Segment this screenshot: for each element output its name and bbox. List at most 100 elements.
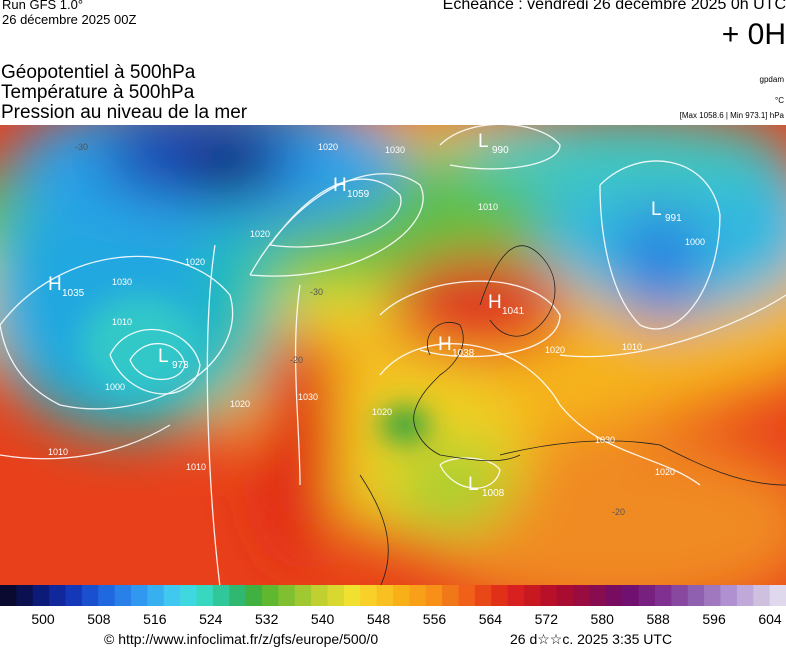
center-letter: H xyxy=(333,175,347,196)
colorbar-label: 540 xyxy=(311,611,335,625)
colorbar-swatch xyxy=(474,585,492,606)
colorbar-swatch xyxy=(769,585,786,606)
center-letter: H xyxy=(438,334,452,355)
colorbar-swatch xyxy=(655,585,672,606)
isobar-label: 1020 xyxy=(318,142,338,152)
isobar-label: 1030 xyxy=(385,145,405,155)
source-url[interactable]: © http://www.infoclimat.fr/z/gfs/europe/… xyxy=(104,631,379,647)
colorbar-label: 564 xyxy=(479,611,503,625)
colorbar-swatch xyxy=(49,585,66,606)
center-value: 1041 xyxy=(502,306,525,317)
center-value: 991 xyxy=(665,213,682,224)
title-line: Température à 500hPa xyxy=(1,82,195,103)
colorbar-swatch xyxy=(311,585,328,606)
echeance: Echéance : vendredi 26 décembre 2025 0h … xyxy=(442,0,786,13)
colorbar-label: 596 xyxy=(702,611,726,625)
title-line: Géopotentiel à 500hPa xyxy=(1,62,196,83)
isobar-label: 1010 xyxy=(112,317,132,327)
colorbar: 500 508 516 524 532 540 548 556 564 572 580 588 596 6… xyxy=(0,585,786,625)
run: Run GFS 1.0° xyxy=(2,0,84,12)
generated: 26 d☆☆c. 2025 3:35 UTC xyxy=(510,631,673,647)
colorbar-swatch xyxy=(131,585,148,606)
range: [Max 1058.6 | Min 973.1] hPa xyxy=(679,111,784,120)
isobar-label: 1020 xyxy=(185,257,205,267)
center-letter: L xyxy=(478,131,489,152)
colorbar-swatch xyxy=(753,585,771,606)
colorbar-label: 604 xyxy=(758,611,782,625)
isobar-label: 1020 xyxy=(230,399,250,409)
colorbar-label: 524 xyxy=(199,611,223,625)
colorbar-label: 500 xyxy=(31,611,55,625)
center-value: 973 xyxy=(172,360,189,371)
colorbar-swatch xyxy=(147,585,165,606)
isobar-label: -20 xyxy=(290,355,303,365)
isobar-label: 1010 xyxy=(478,202,498,212)
colorbar-swatch xyxy=(393,585,410,606)
isobar-label: -30 xyxy=(75,142,88,152)
colorbar-swatch xyxy=(540,585,558,606)
center-letter: H xyxy=(488,292,502,313)
colorbar-swatch xyxy=(524,585,541,606)
unit: °C xyxy=(775,96,784,105)
colorbar-swatch xyxy=(343,585,361,606)
colorbar-swatch xyxy=(98,585,116,606)
center-letter: L xyxy=(158,346,169,367)
colorbar-swatch xyxy=(163,585,181,606)
colorbar-swatch xyxy=(671,585,689,606)
colorbar-swatch xyxy=(180,585,197,606)
colorbar-swatch xyxy=(507,585,525,606)
center-value: 1038 xyxy=(452,348,475,359)
colorbar-swatch xyxy=(229,585,247,606)
colorbar-label: 580 xyxy=(591,611,615,625)
colorbar-swatch xyxy=(573,585,590,606)
colorbar-label: 572 xyxy=(535,611,559,625)
run-date: 26 décembre 2025 00Z xyxy=(2,12,137,27)
colorbar-swatch xyxy=(736,585,754,606)
colorbar-label: 588 xyxy=(646,611,670,625)
isobar-label: 1020 xyxy=(250,229,270,239)
colorbar-swatch xyxy=(622,585,640,606)
colorbar-swatch xyxy=(687,585,705,606)
colorbar-label: 516 xyxy=(143,611,167,625)
colorbar-swatch xyxy=(262,585,279,606)
center-letter: L xyxy=(468,474,479,495)
isobar-label: 1010 xyxy=(622,342,642,352)
colorbar-swatch xyxy=(278,585,296,606)
offset: + 0H xyxy=(721,18,786,51)
isobar-label: 1010 xyxy=(48,447,68,457)
isobar-label: 1000 xyxy=(105,382,125,392)
colorbar-swatch xyxy=(458,585,476,606)
colorbar-swatch xyxy=(245,585,263,606)
colorbar-swatch xyxy=(81,585,99,606)
colorbar-swatch xyxy=(442,585,459,606)
colorbar-label: 556 xyxy=(423,611,447,625)
isobar-label: -20 xyxy=(612,507,625,517)
colorbar-swatch xyxy=(196,585,214,606)
colorbar-swatch xyxy=(605,585,623,606)
colorbar-swatch xyxy=(376,585,394,606)
colorbar-label: 508 xyxy=(87,611,111,625)
colorbar-swatch xyxy=(114,585,132,606)
colorbar-label: 532 xyxy=(255,611,279,625)
unit: gpdam xyxy=(759,75,784,84)
colorbar-swatch xyxy=(360,585,378,606)
isobar-label: 1000 xyxy=(685,237,705,247)
colorbar-swatch xyxy=(704,585,721,606)
colorbar-swatch xyxy=(32,585,50,606)
isobar-label: 1020 xyxy=(545,345,565,355)
colorbar-swatch xyxy=(491,585,509,606)
colorbar-swatch xyxy=(294,585,312,606)
center-value: 990 xyxy=(492,145,509,156)
isobar-label: 1030 xyxy=(298,392,318,402)
colorbar-swatch xyxy=(409,585,427,606)
center-value: 1008 xyxy=(482,488,505,499)
colorbar-swatch xyxy=(638,585,656,606)
center-letter: L xyxy=(651,199,662,220)
isobar-label: 1020 xyxy=(655,467,675,477)
colorbar-swatch xyxy=(589,585,607,606)
isobar-label: 1020 xyxy=(372,407,392,417)
center-value: 1035 xyxy=(62,288,85,299)
isobar-label: 1030 xyxy=(595,435,615,445)
